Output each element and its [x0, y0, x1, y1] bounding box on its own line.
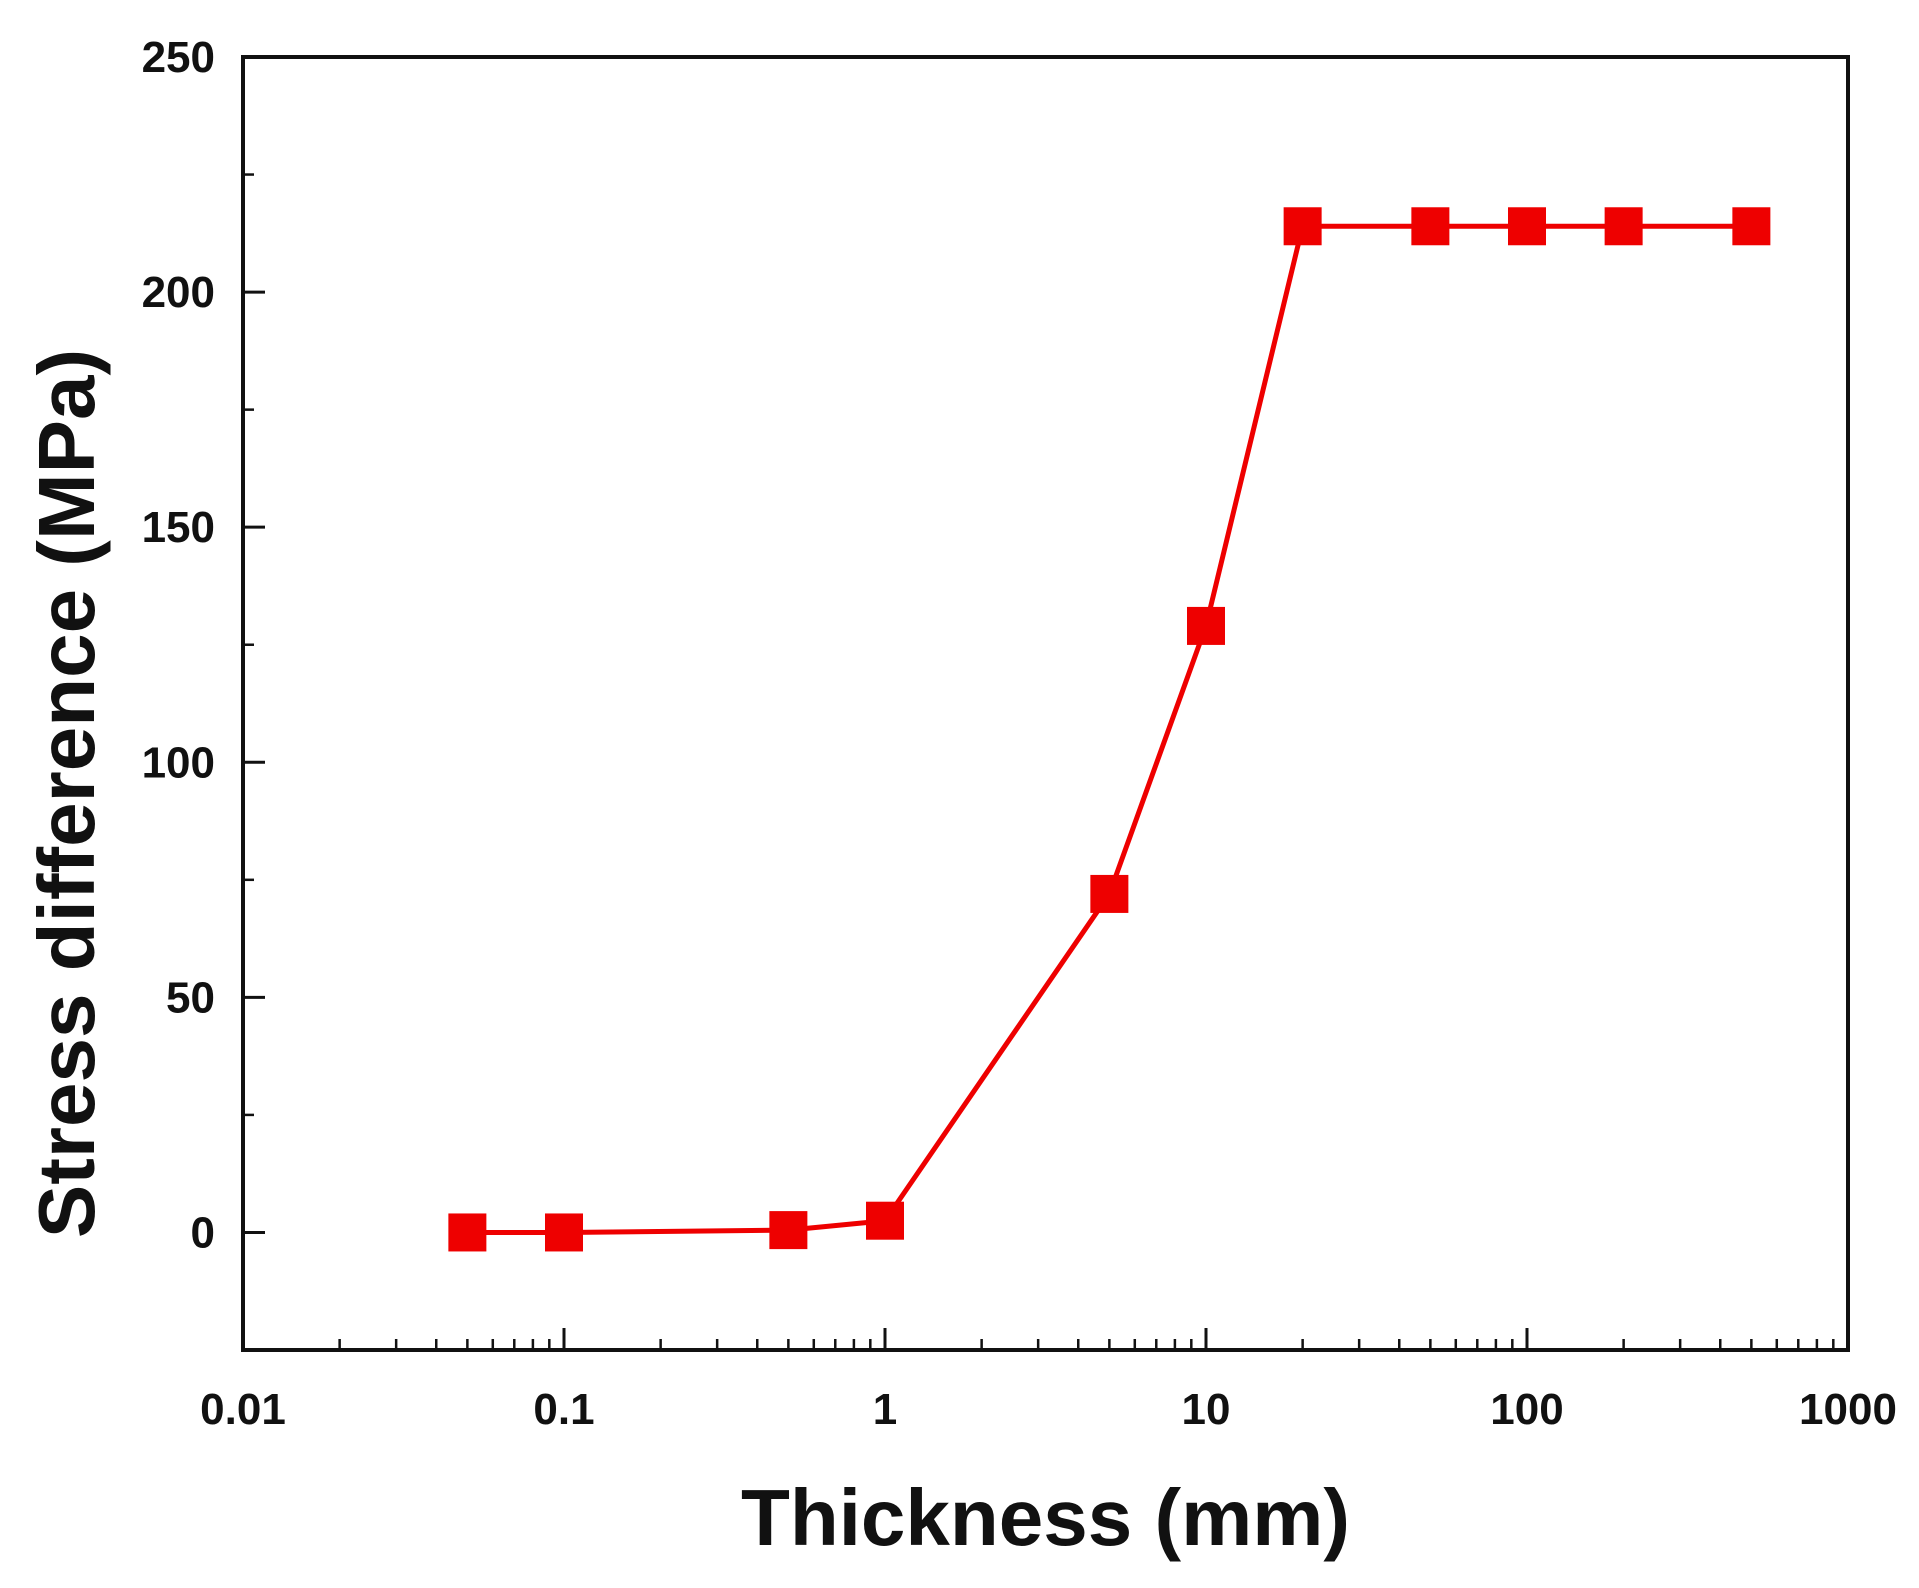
data-point-marker [769, 1211, 808, 1250]
x-tick-label: 10 [1182, 1385, 1231, 1434]
y-tick-label: 100 [142, 738, 215, 787]
y-tick-label: 250 [142, 33, 215, 82]
y-tick-label: 50 [166, 973, 215, 1022]
x-tick-label: 1000 [1799, 1385, 1897, 1434]
x-tick-label: 0.1 [533, 1385, 594, 1434]
data-point-marker [1508, 207, 1546, 246]
data-point-marker [1283, 207, 1322, 246]
x-axis-title: Thickness (mm) [741, 1473, 1350, 1562]
data-point-marker [1411, 207, 1450, 246]
data-point-marker [1090, 874, 1129, 913]
data-point-marker [866, 1201, 904, 1240]
major-ticks [241, 55, 1850, 1350]
data-point-marker [1187, 606, 1225, 645]
y-tick-label: 0 [191, 1208, 215, 1257]
data-point-marker [1732, 207, 1771, 246]
data-point-marker [1604, 207, 1643, 246]
series-layer [448, 207, 1771, 1252]
data-point-marker [448, 1213, 487, 1252]
y-tick-label: 150 [142, 503, 215, 552]
minor-ticks [243, 173, 1835, 1352]
series-line [467, 223, 1752, 1235]
plot-frame [241, 55, 1850, 1352]
y-tick-label: 200 [142, 268, 215, 317]
x-tick-label: 100 [1490, 1385, 1563, 1434]
x-tick-label: 0.01 [200, 1385, 286, 1434]
x-tick-label: 1 [873, 1385, 897, 1434]
data-point-marker [545, 1213, 583, 1252]
y-axis-title: Stress difference (MPa) [22, 349, 111, 1238]
y-tick-labels: 0 50 100 150 200 250 [142, 33, 215, 1257]
x-tick-labels: 0.01 0.1 1 10 100 1000 [200, 1385, 1897, 1434]
